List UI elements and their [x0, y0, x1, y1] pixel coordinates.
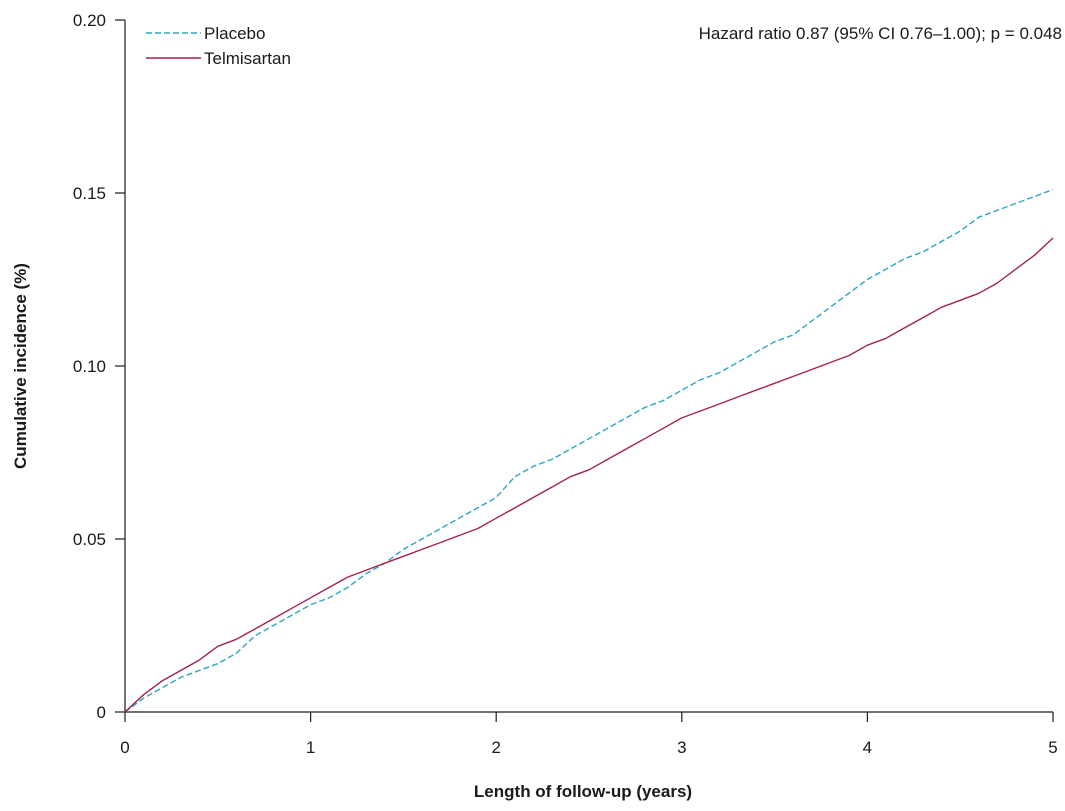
legend-label-placebo: Placebo [204, 24, 265, 43]
y-tick-label: 0.15 [73, 184, 106, 203]
ticks: 0 1 2 3 4 5 0 0.05 0.10 0.15 0.20 [73, 11, 1058, 757]
axes [124, 20, 1053, 713]
x-tick-label: 0 [120, 738, 129, 757]
series-line-placebo [124, 188, 1054, 713]
y-axis-title: Cumulative incidence (%) [11, 263, 30, 469]
series-line-telmisartan [124, 237, 1054, 713]
y-tick-label: 0.05 [73, 530, 106, 549]
series-lines [124, 188, 1054, 713]
y-tick-label: 0.10 [73, 357, 106, 376]
x-tick-label: 5 [1048, 738, 1057, 757]
legend: Placebo Telmisartan [146, 24, 291, 68]
y-tick-label: 0.20 [73, 11, 106, 30]
x-axis-title: Length of follow-up (years) [474, 782, 692, 801]
hazard-ratio-annotation: Hazard ratio 0.87 (95% CI 0.76–1.00); p … [699, 24, 1062, 43]
x-tick-label: 3 [677, 738, 686, 757]
x-tick-label: 2 [491, 738, 500, 757]
x-tick-label: 1 [306, 738, 315, 757]
legend-label-telmisartan: Telmisartan [204, 49, 291, 68]
x-tick-label: 4 [863, 738, 872, 757]
y-tick-label: 0 [97, 703, 106, 722]
